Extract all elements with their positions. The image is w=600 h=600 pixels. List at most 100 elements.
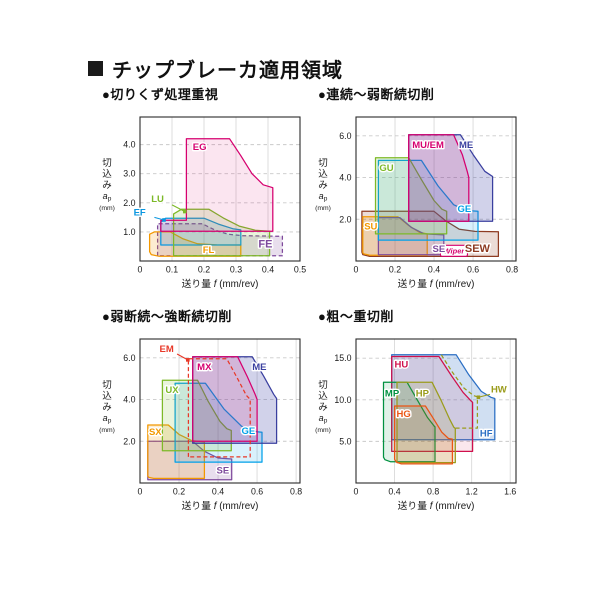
svg-text:1.2: 1.2 xyxy=(466,487,478,497)
svg-text:込: 込 xyxy=(318,391,328,402)
svg-text:0.8: 0.8 xyxy=(290,487,302,497)
plot-frame xyxy=(139,338,301,484)
region-label-MU-EM: MU/EM xyxy=(412,140,444,151)
plot-frame xyxy=(355,338,517,484)
chart-svg-c2: Wiper SEW SU SE GE GU ME MU/EM 0 0.2 0.4 0.6 0.8 2.0 4… xyxy=(315,116,519,290)
chart-3-title: ●弱断続～強断続切削 xyxy=(102,309,232,324)
chart-1-plot: FE FL EF LU EG 0 0.1 0.2 0.3 0.4 0.5 1.0 2.0 3.0 4.0 切込… xyxy=(94,104,308,303)
svg-text:5.0: 5.0 xyxy=(339,436,351,446)
svg-text:4.0: 4.0 xyxy=(123,140,135,150)
svg-text:15.0: 15.0 xyxy=(334,353,351,363)
svg-text:0: 0 xyxy=(354,487,359,497)
region-label-HU: HU xyxy=(395,359,409,370)
svg-text:込: 込 xyxy=(102,169,112,180)
region-label-HG: HG xyxy=(396,409,410,420)
svg-text:0.6: 0.6 xyxy=(467,265,479,275)
svg-text:4.0: 4.0 xyxy=(123,395,135,405)
svg-text:切: 切 xyxy=(102,380,112,391)
region-HP xyxy=(396,381,456,464)
leader-marker xyxy=(162,218,166,222)
y-tick-labels: 2.0 4.0 6.0 xyxy=(339,131,351,224)
x-tick-labels: 0 0.2 0.4 0.6 0.8 xyxy=(354,265,519,275)
svg-text:0.4: 0.4 xyxy=(212,487,224,497)
chart-svg-c1: FE FL EF LU EG 0 0.1 0.2 0.3 0.4 0.5 1.0 2.0 3.0 4.0 切込… xyxy=(99,116,307,290)
svg-text:(mm): (mm) xyxy=(99,427,115,434)
svg-text:切: 切 xyxy=(102,158,112,169)
region-label-GE: GE xyxy=(457,204,471,215)
region-label-UX: UX xyxy=(165,385,179,396)
svg-text:み: み xyxy=(318,402,328,413)
region-HF xyxy=(391,354,496,441)
region-HW xyxy=(440,354,479,429)
regions xyxy=(382,354,496,465)
region-MU-EM xyxy=(408,134,470,222)
wiper-badge-text: Wiper xyxy=(444,247,466,256)
svg-text:0: 0 xyxy=(138,487,143,497)
region-label-EM: EM xyxy=(160,344,174,355)
x-tick-labels: 0 0.1 0.2 0.3 0.4 0.5 xyxy=(138,265,307,275)
svg-text:2.0: 2.0 xyxy=(339,214,351,224)
regions xyxy=(147,356,278,481)
region-label-GE: GE xyxy=(241,426,255,437)
svg-text:3.0: 3.0 xyxy=(123,169,135,179)
svg-text:4.0: 4.0 xyxy=(339,173,351,183)
svg-text:込: 込 xyxy=(102,391,112,402)
region-label-ME: ME xyxy=(252,362,266,373)
svg-text:(mm): (mm) xyxy=(315,427,331,434)
chart-cell-4: ●粗～重切削 HF HU MP HP HG HW 0 0.4 0.8 1.2 1.6 5.0 10.0 1… xyxy=(310,306,526,525)
svg-text:1.6: 1.6 xyxy=(504,487,516,497)
regions xyxy=(148,138,284,257)
region-MX xyxy=(192,356,258,442)
region-GU xyxy=(374,157,448,235)
page-title: チップブレーカ適用領域 xyxy=(88,54,343,83)
region-label-FL: FL xyxy=(203,245,215,256)
region-EM xyxy=(187,358,251,458)
chart-3-plot: SE SX GE UX ME MX EM 0 0.2 0.4 0.6 0.8 2.0 4.0 6.0 切込み a… xyxy=(94,326,308,525)
region-FL xyxy=(148,231,242,257)
svg-text:み: み xyxy=(102,180,112,191)
region-label-SEW: SEW xyxy=(465,243,491,255)
leader-marker xyxy=(186,358,190,362)
wiper-badge-box xyxy=(439,244,469,257)
svg-text:0.4: 0.4 xyxy=(262,265,274,275)
chart-2-plot: Wiper SEW SU SE GE GU ME MU/EM 0 0.2 0.4 0.6 0.8 2.0 4… xyxy=(310,104,524,303)
svg-text:切: 切 xyxy=(318,158,328,169)
svg-text:10.0: 10.0 xyxy=(334,395,351,405)
svg-text:ap: ap xyxy=(319,413,328,425)
region-label-HP: HP xyxy=(416,388,430,399)
leader-marker xyxy=(476,395,481,400)
region-label-EF: EF xyxy=(134,208,146,219)
chart-4-plot: HF HU MP HP HG HW 0 0.4 0.8 1.2 1.6 5.0 10.0 15.0 切込み a… xyxy=(310,326,524,525)
region-label-MX: MX xyxy=(197,362,212,373)
svg-text:ap: ap xyxy=(103,413,112,425)
chart-2-title: ●連続～弱断続切削 xyxy=(318,87,435,102)
region-GE xyxy=(377,159,479,241)
region-UX xyxy=(161,379,232,452)
region-label-SE: SE xyxy=(216,466,229,477)
svg-text:み: み xyxy=(318,180,328,191)
svg-text:切: 切 xyxy=(318,380,328,391)
svg-text:0: 0 xyxy=(138,265,143,275)
plot-frame xyxy=(355,116,517,262)
svg-text:6.0: 6.0 xyxy=(339,131,351,141)
title-square-icon xyxy=(88,61,103,76)
page-title-text: チップブレーカ適用領域 xyxy=(112,60,343,82)
region-EG xyxy=(160,138,274,232)
chart-svg-c3: SE SX GE UX ME MX EM 0 0.2 0.4 0.6 0.8 2.0 4.0 6.0 切込みa… xyxy=(99,338,302,512)
chart-cell-2: ●連続～弱断続切削 Wiper SEW SU SE GE GU ME MU/EM 0 0.2 0.4… xyxy=(310,84,526,303)
svg-text:(mm): (mm) xyxy=(99,205,115,212)
plot-frame xyxy=(139,116,301,262)
svg-text:0.2: 0.2 xyxy=(389,265,401,275)
region-label-SX: SX xyxy=(149,427,162,438)
region-HU xyxy=(391,355,474,453)
region-label-MP: MP xyxy=(385,388,400,399)
gridlines xyxy=(356,117,516,261)
region-label-SU: SU xyxy=(364,221,377,232)
svg-text:0.8: 0.8 xyxy=(427,487,439,497)
svg-text:0: 0 xyxy=(354,265,359,275)
x-axis-title: 送り量 f (mm/rev) xyxy=(398,499,475,512)
svg-text:込: 込 xyxy=(318,169,328,180)
svg-text:1.0: 1.0 xyxy=(123,227,135,237)
